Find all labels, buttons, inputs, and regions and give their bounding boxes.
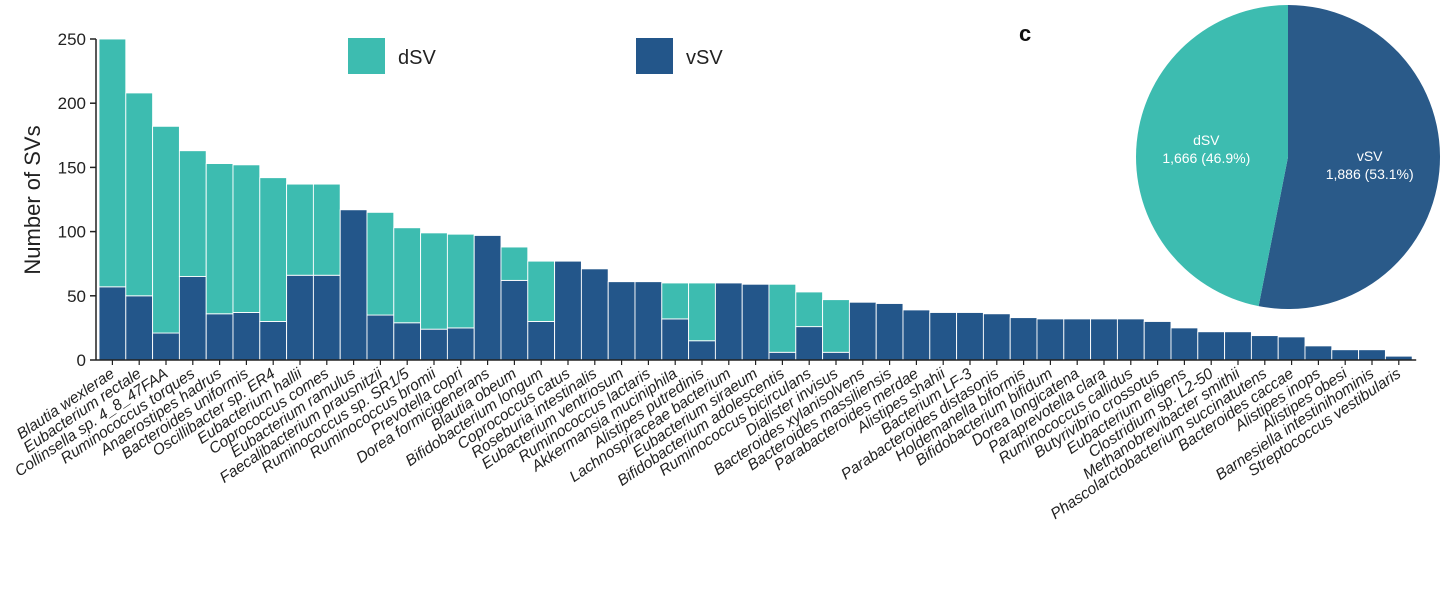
bar-vsv <box>1224 331 1252 361</box>
bar-vsv <box>232 312 261 361</box>
bar-dsv <box>446 233 475 329</box>
bar-vsv <box>125 295 154 361</box>
pie-label-vsv: vSV <box>1357 148 1383 164</box>
bar-vsv <box>1304 345 1333 361</box>
bar-vsv <box>822 351 850 361</box>
legend-swatch-dsv <box>348 38 385 74</box>
bar-vsv <box>205 313 234 361</box>
bar-vsv <box>634 281 663 361</box>
bar-vsv <box>1358 349 1386 361</box>
bar-dsv <box>500 246 529 281</box>
bar-vsv <box>768 351 797 361</box>
bar-vsv <box>1063 318 1092 361</box>
bar-vsv <box>1331 349 1360 361</box>
bar-dsv <box>232 164 261 313</box>
bar-vsv <box>1009 317 1038 361</box>
bar-dsv <box>125 92 154 297</box>
bar-vsv <box>286 274 314 361</box>
y-tick-label: 100 <box>58 223 86 242</box>
bar-vsv <box>1250 335 1279 361</box>
bar-dsv <box>178 150 207 277</box>
bar-dsv <box>822 299 850 353</box>
bar-vsv <box>1036 318 1065 361</box>
pie-slice-vsv <box>1258 5 1441 309</box>
bar-dsv <box>527 260 556 322</box>
bar-vsv <box>527 321 556 361</box>
bar-vsv <box>902 309 931 361</box>
bar-vsv <box>473 234 502 361</box>
bar-vsv <box>500 279 529 361</box>
bar-vsv <box>956 312 984 361</box>
y-tick-label: 200 <box>58 94 86 113</box>
bar-vsv <box>178 276 207 361</box>
bar-vsv <box>875 303 904 361</box>
bar-dsv <box>688 282 716 342</box>
bar-vsv <box>98 286 127 361</box>
bar-dsv <box>661 282 690 320</box>
y-tick-label: 0 <box>77 351 86 370</box>
pie-value-dsv: 1,666 (46.9%) <box>1162 150 1250 166</box>
bar-vsv <box>1170 327 1199 361</box>
bar-dsv <box>393 227 422 324</box>
bar-dsv <box>259 177 288 322</box>
bar-vsv <box>339 209 368 361</box>
bar-vsv <box>1197 331 1226 361</box>
bar-dsv <box>366 211 395 316</box>
bar-vsv <box>393 322 422 361</box>
bar-dsv <box>420 232 448 330</box>
bar-vsv <box>714 282 743 361</box>
bar-dsv <box>286 183 314 276</box>
bar-dsv <box>205 163 234 315</box>
bar-vsv <box>366 314 395 361</box>
bar-vsv <box>1116 318 1145 361</box>
legend-label-vsv: vSV <box>686 47 723 69</box>
pie-slices: vSV 1,886 (53.1%) dSV 1,666 (46.9%) <box>1136 5 1441 309</box>
bar-dsv <box>312 183 341 276</box>
bar-dsv <box>98 38 127 288</box>
bar-vsv <box>982 313 1011 361</box>
bar-vsv <box>446 327 475 361</box>
bar-vsv <box>1090 318 1118 361</box>
y-axis-title: Number of SVs <box>20 125 45 274</box>
bar-vsv <box>688 340 716 361</box>
bar-vsv <box>580 268 609 361</box>
bar-vsv <box>795 326 824 361</box>
bar-vsv <box>929 312 958 361</box>
bar-dsv <box>795 291 824 328</box>
panel-letter: c <box>1019 21 1031 46</box>
bar-vsv <box>607 281 636 361</box>
y-tick-label: 250 <box>58 30 86 49</box>
pie-chart: c vSV 1,886 (53.1%) dSV 1,666 (46.9%) <box>1019 5 1441 309</box>
legend: dSV vSV <box>348 38 723 74</box>
bar-vsv <box>1143 321 1172 361</box>
legend-label-dsv: dSV <box>398 47 436 69</box>
bar-dsv <box>768 283 797 353</box>
bar-vsv <box>312 274 341 361</box>
bar-vsv <box>420 328 448 361</box>
y-axis: 0 50 100 150 200 250 <box>58 30 97 370</box>
y-tick-label: 150 <box>58 158 86 177</box>
legend-swatch-vsv <box>636 38 673 74</box>
bar-vsv <box>741 283 770 361</box>
bar-vsv <box>1277 336 1306 361</box>
y-tick-label: 50 <box>67 287 86 306</box>
bar-vsv <box>848 301 877 361</box>
bar-vsv <box>554 260 582 361</box>
bar-vsv <box>661 318 690 361</box>
pie-label-dsv: dSV <box>1193 132 1220 148</box>
pie-slice-dsv <box>1136 5 1288 307</box>
bar-vsv <box>259 321 288 361</box>
bar-dsv <box>152 125 180 334</box>
bar-vsv <box>152 332 180 361</box>
pie-value-vsv: 1,886 (53.1%) <box>1326 166 1414 182</box>
